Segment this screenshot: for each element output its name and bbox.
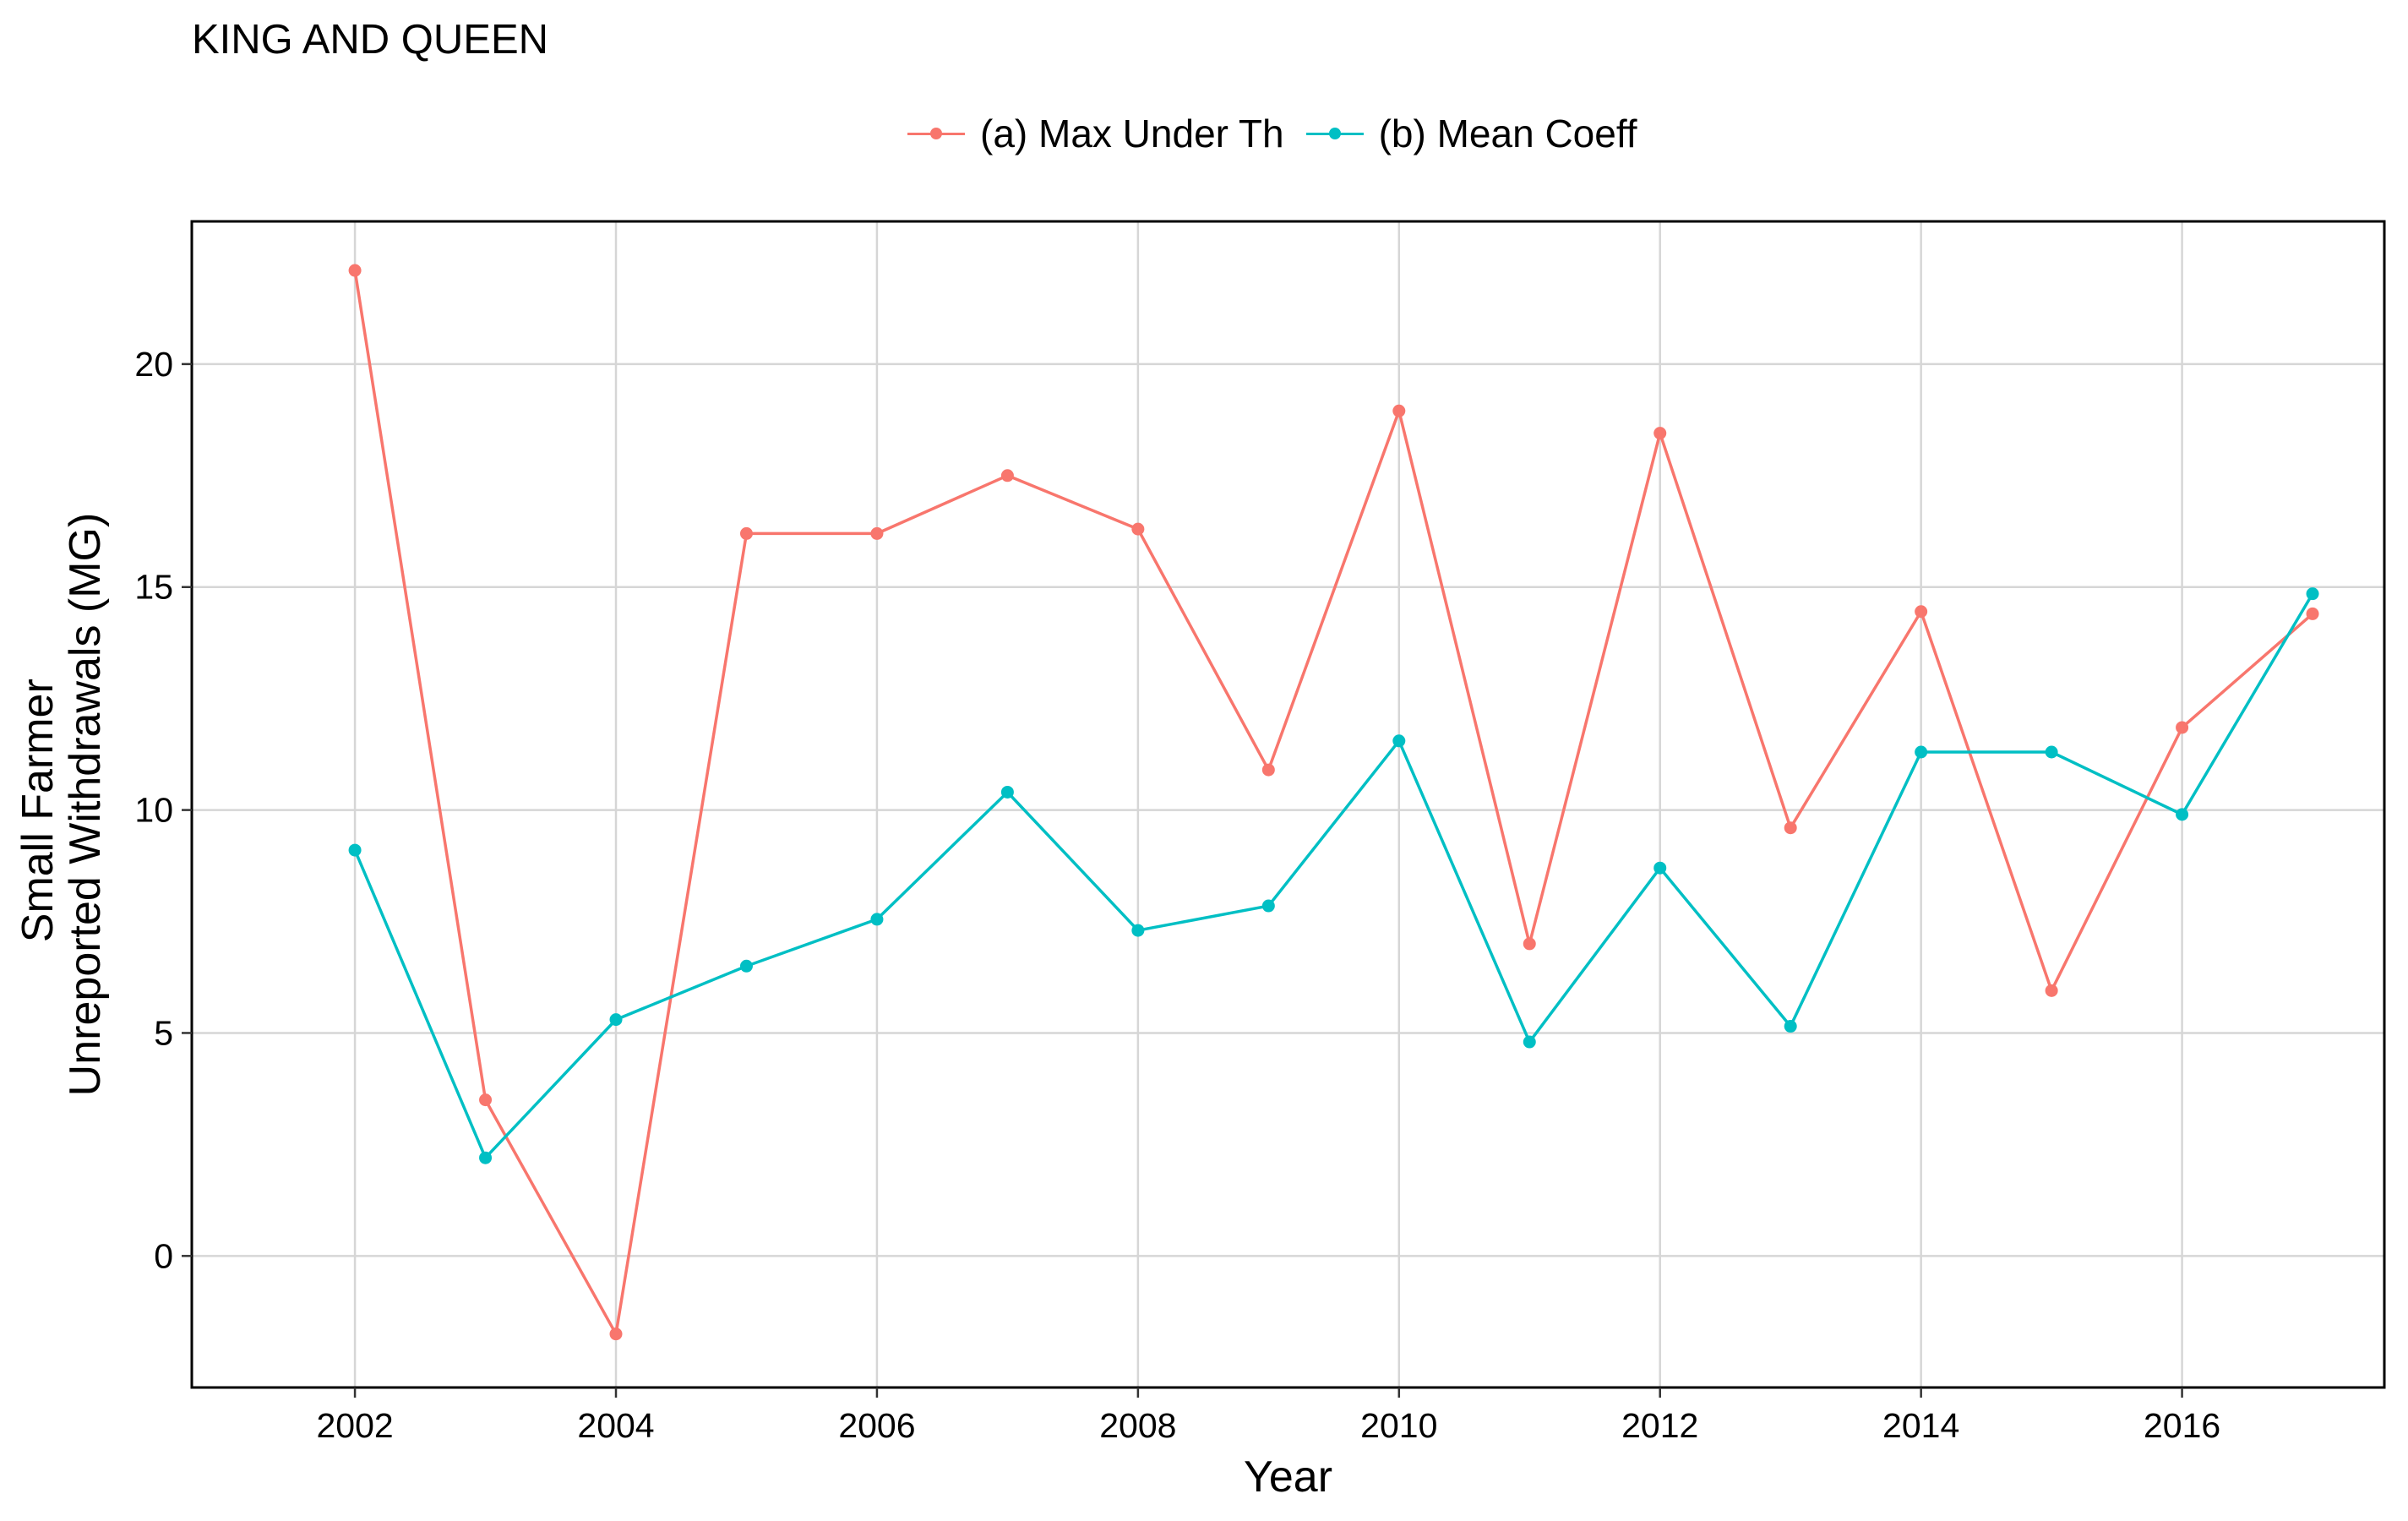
series-a-point-2003 <box>479 1093 493 1107</box>
series-a-point-2016 <box>2176 721 2189 734</box>
series-b-point-2010 <box>1392 734 1406 748</box>
x-tick-label-2002: 2002 <box>316 1406 393 1445</box>
series-b-line <box>353 592 2314 1159</box>
legend-label-series-b: (b) Mean Coeff <box>1378 112 1637 155</box>
x-tick-label-2016: 2016 <box>2144 1406 2220 1445</box>
series-b-point-2015 <box>2045 745 2058 759</box>
series-a-point-2011 <box>1523 937 1536 951</box>
series-a-point-2017 <box>2306 607 2319 620</box>
x-axis-title: Year <box>1244 1453 1332 1502</box>
chart-title: KING AND QUEEN <box>192 17 549 63</box>
x-tick-label-2014: 2014 <box>1882 1406 1959 1445</box>
series-b-point-2016 <box>2176 808 2189 821</box>
legend-item-series-b: (b) Mean Coeff <box>1303 111 1637 156</box>
x-tick-label-2010: 2010 <box>1360 1406 1437 1445</box>
x-tick-label-2012: 2012 <box>1621 1406 1698 1445</box>
series-a-point-2004 <box>609 1327 623 1341</box>
x-tick-label-2008: 2008 <box>1099 1406 1176 1445</box>
series-b-point-2012 <box>1653 861 1667 875</box>
series-a-point-2005 <box>739 526 753 540</box>
y-axis-title: Small Farmer Unreported Withdrawals (MG) <box>14 513 110 1097</box>
legend-item-series-a: (a) Max Under Th <box>904 111 1284 156</box>
series-a-point-2014 <box>1915 605 1928 619</box>
series-b-point-2011 <box>1523 1035 1536 1049</box>
y-axis-title-line-1: Small Farmer <box>14 679 63 942</box>
grid-lines <box>192 221 2384 1387</box>
series-a-point-2008 <box>1131 522 1145 536</box>
series-a-point-2012 <box>1653 427 1667 440</box>
y-tick-label-0: 0 <box>154 1236 173 1275</box>
legend-key-series-a <box>904 117 968 150</box>
series-a-line <box>353 270 2314 1336</box>
legend-key-series-b <box>1303 117 1367 150</box>
series-b-point-2014 <box>1915 745 1928 759</box>
series-a-point-2013 <box>1784 821 1797 835</box>
y-tick-label-15: 15 <box>134 568 173 607</box>
y-axis-title-line-2: Unreported Withdrawals (MG) <box>61 513 110 1097</box>
series-b-point-2017 <box>2306 587 2319 601</box>
series-b-point-2002 <box>348 843 362 857</box>
legend-label-series-a: (a) Max Under Th <box>980 112 1284 155</box>
axes: 2002 2004 2006 2008 2010 2012 2014 2016 0 5 10 15 20 <box>134 345 2220 1445</box>
y-tick-label-5: 5 <box>154 1013 173 1052</box>
series-b-point-2008 <box>1131 924 1145 937</box>
series-a-point-2007 <box>1000 469 1014 482</box>
series-b-point-2013 <box>1784 1020 1797 1033</box>
series-b-point-2005 <box>739 959 753 973</box>
x-tick-label-2004: 2004 <box>577 1406 654 1445</box>
y-tick-label-10: 10 <box>134 791 173 830</box>
series-layer <box>348 264 2319 1341</box>
series-a-point-2006 <box>870 526 884 540</box>
plot-panel-border <box>190 220 2386 1389</box>
x-tick-label-2006: 2006 <box>838 1406 915 1445</box>
series-b-point-2004 <box>609 1013 623 1027</box>
series-b-point-2009 <box>1261 899 1275 913</box>
series-a-point-2010 <box>1392 404 1406 417</box>
series-a-point-2002 <box>348 264 362 277</box>
series-b-point-2007 <box>1000 785 1014 799</box>
series-b-point-2003 <box>479 1151 493 1164</box>
legend: (a) Max Under Th (b) Mean Coeff <box>904 108 1656 159</box>
series-a-point-2015 <box>2045 984 2058 997</box>
series-a-point-2009 <box>1261 763 1275 777</box>
series-b-point-2006 <box>870 913 884 926</box>
y-tick-label-20: 20 <box>134 345 173 384</box>
